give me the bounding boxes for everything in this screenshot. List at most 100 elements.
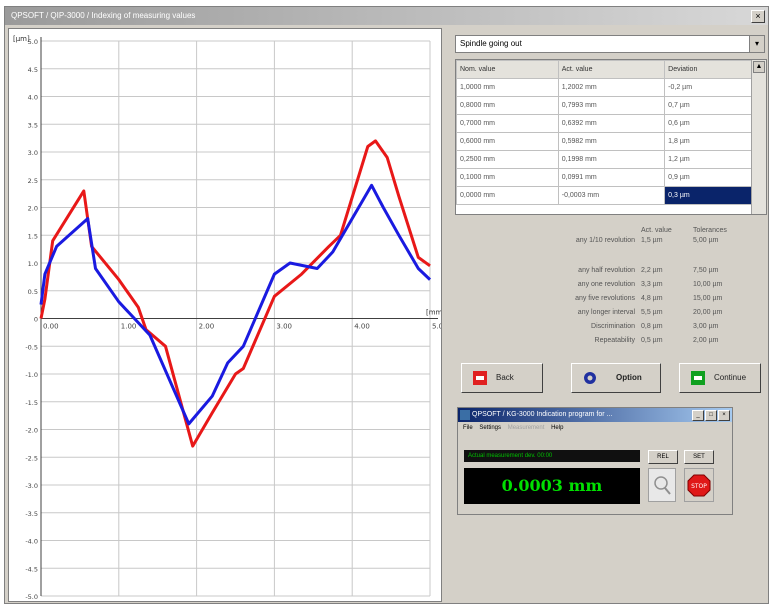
table-row[interactable]: 0,2500 mm 0,1998 mm 1,2 µm bbox=[456, 150, 752, 169]
menu-file[interactable]: File bbox=[463, 425, 473, 431]
stats-label: any longer interval bbox=[577, 309, 635, 316]
stats-act: 5,5 µm bbox=[641, 309, 663, 316]
x-tick-label: 3.00 bbox=[276, 323, 292, 331]
magnifier-icon bbox=[654, 476, 671, 495]
y-tick-label: 2.0 bbox=[28, 205, 38, 213]
maximize-icon[interactable]: □ bbox=[705, 410, 717, 421]
table-cell: 1,2 µm bbox=[664, 150, 752, 169]
series-line-2 bbox=[39, 183, 432, 426]
x-tick-label: 4.00 bbox=[354, 323, 370, 331]
table-cell: 0,7000 mm bbox=[456, 114, 559, 133]
stats-tol: 7,50 µm bbox=[693, 267, 719, 274]
stats-label: any 1/10 revolution bbox=[575, 237, 635, 244]
options-button[interactable]: Option bbox=[571, 363, 661, 393]
close-icon[interactable]: × bbox=[718, 410, 730, 421]
table-cell: 1,0000 mm bbox=[456, 78, 559, 97]
stats-label: any five revolutions bbox=[575, 295, 635, 302]
main-window: QPSOFT / QIP-3000 / Indexing of measurin… bbox=[4, 6, 769, 604]
table-row[interactable]: 1,0000 mm 1,2002 mm -0,2 µm bbox=[456, 78, 752, 97]
table-row[interactable]: 0,6000 mm 0,5982 mm 1,8 µm bbox=[456, 132, 752, 151]
col-nom-value: Nom. value bbox=[456, 60, 559, 79]
stats-act: 0,5 µm bbox=[641, 337, 663, 344]
table-cell: 0,6 µm bbox=[664, 114, 752, 133]
y-tick-label: 1.5 bbox=[28, 232, 38, 240]
stats-act: 3,3 µm bbox=[641, 281, 663, 288]
table-cell: 0,2500 mm bbox=[456, 150, 559, 169]
stop-button[interactable]: STOP bbox=[684, 468, 714, 502]
stop-icon: STOP bbox=[687, 474, 711, 497]
table-row[interactable]: 0,0000 mm -0,0003 mm 0,3 µm bbox=[456, 186, 752, 205]
subwindow-title: QPSOFT / KG-3000 Indication program for … bbox=[458, 408, 732, 422]
app-icon bbox=[460, 410, 470, 420]
reference-label: Actual measurement dev. 00:00 bbox=[464, 450, 640, 462]
table-cell: 0,6000 mm bbox=[456, 132, 559, 151]
set-button[interactable]: SET bbox=[684, 450, 714, 464]
stats-act: 1,5 µm bbox=[641, 237, 663, 244]
table-cell: 0,6392 mm bbox=[557, 114, 666, 133]
table-cell: -0,0003 mm bbox=[557, 186, 666, 205]
deviation-chart: 0.001.002.003.004.005.005.04.54.03.53.02… bbox=[8, 28, 442, 602]
direction-dropdown-value: Spindle going out bbox=[460, 39, 522, 48]
chart-svg: 0.001.002.003.004.005.005.04.54.03.53.02… bbox=[13, 35, 441, 601]
y-tick-label: 3.0 bbox=[28, 149, 38, 157]
table-cell: 0,1000 mm bbox=[456, 168, 559, 187]
table-cell: 0,5982 mm bbox=[557, 132, 666, 151]
y-tick-label: -1.0 bbox=[25, 371, 38, 379]
y-tick-label: 4.0 bbox=[28, 94, 38, 102]
table-scrollbar[interactable]: ▲ bbox=[751, 60, 766, 214]
x-tick-label: 5.00 bbox=[432, 323, 441, 331]
x-tick-label: 0.00 bbox=[43, 323, 59, 331]
stats-act-header: Act. value bbox=[641, 227, 672, 234]
zoom-button[interactable] bbox=[648, 468, 676, 502]
options-icon bbox=[584, 372, 596, 384]
col-act-value: Act. value bbox=[557, 60, 666, 79]
menu-settings[interactable]: Settings bbox=[479, 425, 502, 431]
rel-button[interactable]: REL bbox=[648, 450, 678, 464]
table-cell: 0,9 µm bbox=[664, 168, 752, 187]
stats-act: 2,2 µm bbox=[641, 267, 663, 274]
y-tick-label: 3.5 bbox=[28, 121, 38, 129]
x-tick-label: 1.00 bbox=[121, 323, 137, 331]
stats-tol: 20,00 µm bbox=[693, 309, 723, 316]
stats-act: 4,8 µm bbox=[641, 295, 663, 302]
measurement-display: 0.0003 mm bbox=[464, 468, 640, 504]
subwindow-menu: File Settings Measurement Help bbox=[458, 423, 732, 434]
minimize-icon[interactable]: _ bbox=[692, 410, 704, 421]
y-tick-label: 5.0 bbox=[28, 38, 38, 46]
selected-cell[interactable]: 0,3 µm bbox=[664, 186, 752, 205]
stats-tol: 3,00 µm bbox=[693, 323, 719, 330]
x-axis-label: [mm] bbox=[426, 309, 441, 317]
table-cell: 0,7 µm bbox=[664, 96, 752, 115]
table-cell: -0,2 µm bbox=[664, 78, 752, 97]
stats-tol: 5,00 µm bbox=[693, 237, 719, 244]
back-button[interactable]: Back bbox=[461, 363, 543, 393]
col-deviation: Deviation bbox=[664, 60, 752, 79]
stats-label: any half revolution bbox=[578, 267, 635, 274]
indicator-subwindow: QPSOFT / KG-3000 Indication program for … bbox=[457, 407, 733, 515]
table-row[interactable]: 0,7000 mm 0,6392 mm 0,6 µm bbox=[456, 114, 752, 133]
table-cell: 0,0000 mm bbox=[456, 186, 559, 205]
y-axis-label: [µm] bbox=[13, 35, 30, 43]
stats-tol: 10,00 µm bbox=[693, 281, 723, 288]
table-row[interactable]: 0,1000 mm 0,0991 mm 0,9 µm bbox=[456, 168, 752, 187]
continue-icon bbox=[691, 371, 705, 385]
subwindow-controls: _ □ × bbox=[691, 410, 730, 428]
y-tick-label: -5.0 bbox=[25, 593, 38, 601]
chevron-down-icon[interactable]: ▾ bbox=[749, 36, 764, 52]
scroll-up-icon[interactable]: ▲ bbox=[753, 61, 765, 73]
table-cell: 0,7993 mm bbox=[557, 96, 666, 115]
continue-button-label: Continue bbox=[714, 373, 747, 382]
direction-dropdown[interactable]: Spindle going out ▾ bbox=[455, 35, 765, 53]
continue-button[interactable]: Continue bbox=[679, 363, 761, 393]
menu-measurement[interactable]: Measurement bbox=[507, 425, 545, 431]
stop-label: STOP bbox=[691, 483, 707, 490]
back-button-label: Back bbox=[496, 373, 514, 382]
close-icon[interactable]: × bbox=[751, 10, 765, 23]
y-tick-label: -4.5 bbox=[25, 565, 38, 573]
table-row[interactable]: 0,8000 mm 0,7993 mm 0,7 µm bbox=[456, 96, 752, 115]
menu-help[interactable]: Help bbox=[551, 425, 564, 431]
y-tick-label: 0 bbox=[34, 316, 38, 324]
stats-label: Discrimination bbox=[591, 323, 635, 330]
table-cell: 0,8000 mm bbox=[456, 96, 559, 115]
stats-tol: 2,00 µm bbox=[693, 337, 719, 344]
